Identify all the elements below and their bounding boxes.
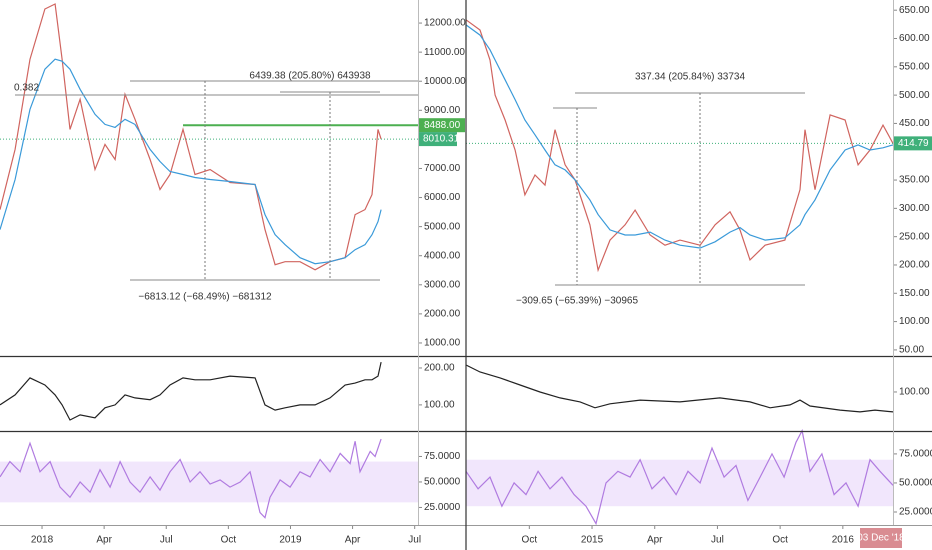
series-line: [0, 438, 382, 519]
last-price-box: [894, 136, 932, 151]
crosshair-text: 03 Dec '18: [857, 533, 905, 544]
y-tick-label: 350.00: [899, 175, 930, 186]
x-tick-label: Apr: [647, 535, 663, 546]
x-tick-label: Jul: [408, 535, 421, 546]
last-price-label: 8010.31: [423, 134, 460, 145]
fib-label: 0.382: [14, 83, 39, 94]
y-tick-label: 1000.00: [424, 338, 461, 349]
y-tick-label: 650.00: [899, 5, 930, 16]
crosshair-date: 03 Dec '18: [857, 528, 905, 548]
y-tick-label: 250.00: [899, 231, 930, 242]
y-tick-label: 100.00: [899, 316, 930, 327]
plot-layer: 1000.00 2000.00 3000.00 4000.00 5000.00 6000.…: [0, 3, 932, 546]
x-tick-label: Oct: [772, 535, 788, 546]
y-tick-label: 200.00: [424, 363, 455, 374]
series-line: [465, 428, 894, 526]
x-tick-label: Jul: [711, 535, 724, 546]
series-line: [0, 58, 382, 265]
x-tick-label: 2018: [31, 535, 54, 546]
y-tick-label: 5000.00: [424, 221, 461, 232]
x-tick-label: 2016: [832, 535, 855, 546]
x-tick-label: 2019: [279, 535, 302, 546]
y-tick-label: 600.00: [899, 33, 930, 44]
x-tick-label: Oct: [522, 535, 538, 546]
y-tick-label: 75.0000: [424, 451, 461, 462]
measure-label: −6813.12 (−68.49%) −681312: [138, 292, 272, 303]
y-tick-label: 500.00: [899, 90, 930, 101]
x-tick-label: Oct: [221, 535, 237, 546]
rsi-band: [466, 459, 893, 507]
y-tick-label: 200.00: [899, 260, 930, 271]
y-tick-label: 300.00: [899, 203, 930, 214]
y-tick-label: 450.00: [899, 118, 930, 129]
measure-label: 337.34 (205.84%) 33734: [635, 72, 746, 83]
series-line: [465, 364, 894, 413]
y-tick-label: 50.0000: [424, 477, 461, 488]
drawings: 0.382 6439.38 (205.80%) 643938 −6813.12 …: [14, 71, 805, 307]
price-label-box: [419, 118, 465, 133]
y-tick-label: 25.0000: [424, 502, 461, 513]
x-tick-label: Apr: [96, 535, 112, 546]
y-tick-label: 75.0000: [899, 449, 932, 460]
y-tick-label: 3000.00: [424, 279, 461, 290]
y-tick-label: 25.0000: [899, 507, 932, 518]
x-tick-label: Jul: [160, 535, 173, 546]
y-tick-label: 11000.00: [424, 47, 465, 58]
y-tick-label: 7000.00: [424, 163, 461, 174]
y-tick-label: 2000.00: [424, 309, 461, 320]
y-tick-label: 150.00: [899, 288, 930, 299]
y-tick-label: 9000.00: [424, 105, 461, 116]
y-tick-label: 4000.00: [424, 250, 461, 261]
y-tick-label: 10000.00: [424, 76, 466, 87]
last-price-label: 414.79: [898, 138, 929, 149]
y-tick-label: 50.00: [899, 345, 924, 356]
x-tick-label: 2015: [581, 535, 604, 546]
series-line: [0, 361, 382, 421]
series-line: [465, 24, 894, 249]
y-tick-label: 6000.00: [424, 192, 461, 203]
measure-label: 6439.38 (205.80%) 643938: [249, 71, 371, 82]
y-tick-label: 12000.00: [424, 18, 466, 29]
last-price-box: [419, 132, 457, 147]
x-tick-label: Apr: [345, 535, 361, 546]
price-label: 8488.00: [424, 120, 461, 131]
y-tick-label: 100.00: [424, 400, 455, 411]
series-line: [465, 19, 894, 273]
y-tick-label: 50.0000: [899, 478, 932, 489]
y-tick-label: 100.00: [899, 387, 930, 398]
y-tick-label: 550.00: [899, 61, 930, 72]
crosshair-box: [860, 528, 902, 548]
measure-label: −309.65 (−65.39%) −30965: [516, 296, 638, 307]
